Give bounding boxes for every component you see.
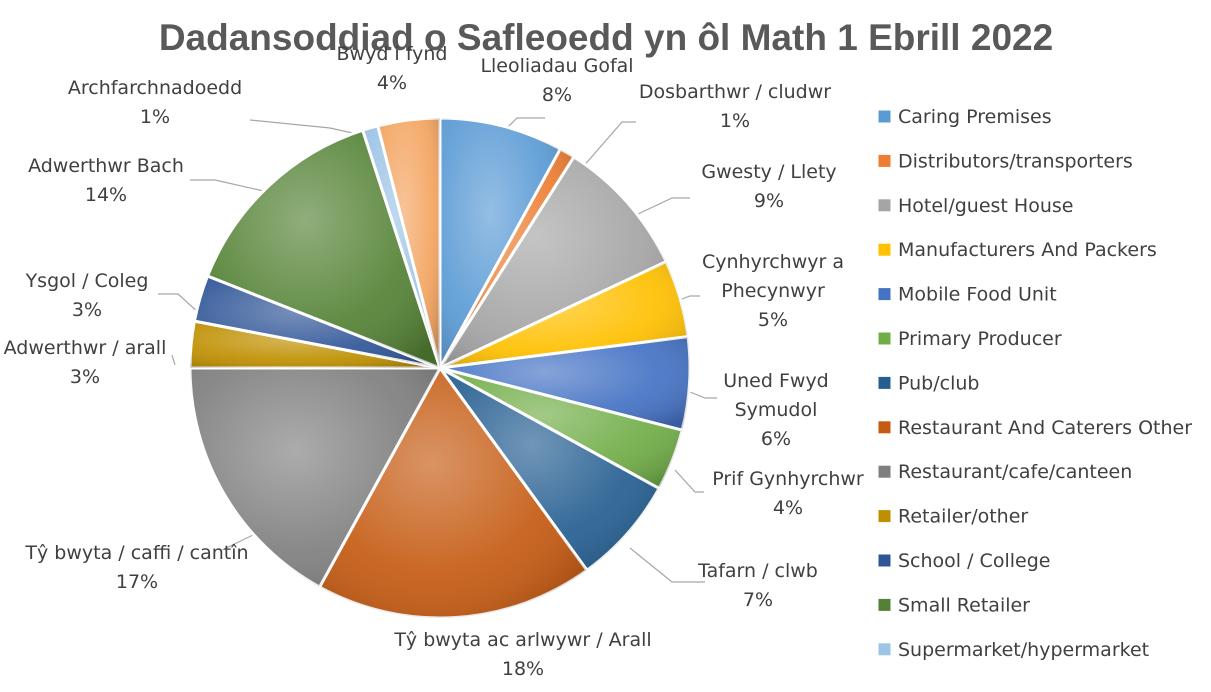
leader-line-10 bbox=[171, 354, 176, 366]
data-label-14: Bwyd i fynd 4% bbox=[337, 43, 448, 94]
pie-slice-shading-3 bbox=[440, 156, 667, 368]
legend-swatch-10 bbox=[877, 509, 892, 524]
legend-item-8: Restaurant And Caterers Other bbox=[877, 417, 1192, 439]
legend-label-3: Hotel/guest House bbox=[898, 195, 1073, 217]
legend-label-12: Small Retailer bbox=[898, 594, 1030, 616]
pie-slice-shading-14 bbox=[377, 118, 440, 368]
legend: Caring Premises Distributors/transporters… bbox=[877, 106, 1192, 661]
leader-line-6 bbox=[674, 469, 704, 493]
pie-slice-shading-6 bbox=[440, 368, 683, 489]
pie-slice-shading-1 bbox=[440, 117, 561, 368]
leader-line-7 bbox=[629, 547, 705, 583]
data-label-3: Gwesty / Llety 9% bbox=[701, 161, 836, 212]
legend-item-5: Mobile Food Unit bbox=[877, 284, 1057, 306]
data-label-12: Adwerthwr Bach 14% bbox=[28, 155, 184, 206]
data-label-2: Dosbarthwr / cludwr 1% bbox=[639, 81, 831, 132]
legend-item-6: Primary Producer bbox=[877, 328, 1062, 350]
pie-slice-shading-8 bbox=[319, 368, 587, 619]
leader-line-3 bbox=[637, 197, 690, 215]
legend-swatch-6 bbox=[877, 331, 892, 346]
legend-swatch-12 bbox=[877, 597, 892, 612]
legend-swatch-9 bbox=[877, 464, 892, 479]
leader-line-12 bbox=[190, 179, 269, 193]
pie-slice-shading-9 bbox=[190, 368, 440, 588]
data-label-8: Tŷ bwyta ac arlwywr / Arall 18% bbox=[393, 629, 651, 680]
legend-item-9: Restaurant/cafe/canteen bbox=[877, 461, 1132, 483]
legend-item-1: Caring Premises bbox=[877, 106, 1052, 128]
leader-line-9 bbox=[221, 533, 256, 551]
legend-swatch-13 bbox=[877, 642, 892, 657]
legend-item-3: Hotel/guest House bbox=[877, 195, 1073, 217]
data-label-6: Prif Gynhyrchwr 4% bbox=[712, 468, 864, 519]
legend-swatch-4 bbox=[877, 242, 892, 257]
legend-item-13: Supermarket/hypermarket bbox=[877, 639, 1149, 661]
legend-swatch-3 bbox=[877, 198, 892, 213]
legend-label-6: Primary Producer bbox=[898, 328, 1062, 350]
legend-label-2: Distributors/transporters bbox=[898, 150, 1133, 172]
leader-line-1 bbox=[506, 117, 545, 129]
chart-title: Dadansoddiad o Safleoedd yn ôl Math 1 Eb… bbox=[159, 17, 1053, 58]
data-label-7: Tafarn / clwb 7% bbox=[697, 560, 818, 611]
data-label-1: Lleoliadau Gofal 8% bbox=[480, 55, 633, 106]
pie-slice-shading-13 bbox=[362, 125, 440, 368]
data-label-5: Uned Fwyd Symudol 6% bbox=[723, 370, 829, 450]
data-label-11: Ysgol / Coleg 3% bbox=[25, 270, 149, 321]
legend-label-7: Pub/club bbox=[898, 372, 979, 394]
legend-swatch-1 bbox=[877, 109, 892, 124]
legend-swatch-7 bbox=[877, 375, 892, 390]
legend-label-9: Restaurant/cafe/canteen bbox=[898, 461, 1132, 483]
leader-line-2 bbox=[581, 121, 636, 169]
legend-item-2: Distributors/transporters bbox=[877, 150, 1133, 172]
legend-swatch-8 bbox=[877, 420, 892, 435]
legend-item-4: Manufacturers And Packers bbox=[877, 239, 1157, 261]
leader-line-11 bbox=[158, 293, 201, 315]
leader-line-5 bbox=[689, 391, 717, 399]
legend-label-10: Retailer/other bbox=[898, 506, 1028, 528]
legend-item-12: Small Retailer bbox=[877, 594, 1030, 616]
legend-item-10: Retailer/other bbox=[877, 506, 1028, 528]
pie-slice-shading-5 bbox=[440, 336, 691, 431]
legend-label-5: Mobile Food Unit bbox=[898, 284, 1057, 306]
legend-item-7: Pub/club bbox=[877, 372, 979, 394]
pie-slice-shading-7 bbox=[440, 368, 660, 571]
legend-swatch-2 bbox=[877, 153, 892, 168]
data-label-9: Tŷ bwyta / caffi / cantîn 17% bbox=[24, 542, 248, 593]
pie-slices bbox=[188, 116, 692, 620]
pie-slice-shading-4 bbox=[440, 261, 689, 368]
legend-item-11: School / College bbox=[877, 550, 1050, 572]
legend-label-4: Manufacturers And Packers bbox=[898, 239, 1157, 261]
legend-label-1: Caring Premises bbox=[898, 106, 1052, 128]
legend-label-11: School / College bbox=[898, 550, 1050, 572]
data-label-13: Archfarchnadoedd 1% bbox=[68, 77, 242, 128]
legend-swatch-5 bbox=[877, 287, 892, 302]
data-label-4: Cynhyrchwyr a Phecynwyr 5% bbox=[702, 251, 844, 331]
legend-label-13: Supermarket/hypermarket bbox=[898, 639, 1149, 661]
legend-swatch-11 bbox=[877, 553, 892, 568]
data-labels: Lleoliadau Gofal 8% Dosbarthwr / cludwr 1% G… bbox=[4, 43, 864, 680]
legend-label-8: Restaurant And Caterers Other bbox=[898, 417, 1192, 439]
data-label-10: Adwerthwr / arall 3% bbox=[4, 337, 167, 388]
